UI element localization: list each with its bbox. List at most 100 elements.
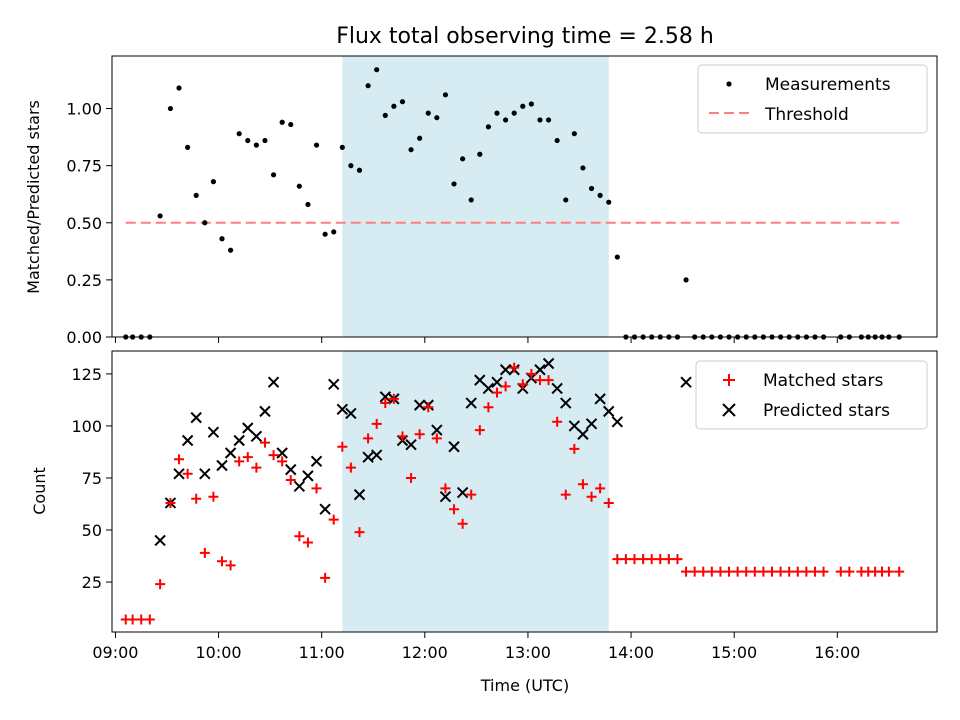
predicted-stars-point	[302, 470, 314, 482]
matched-stars-point	[758, 566, 769, 577]
matched-stars-point	[182, 468, 193, 479]
matched-stars-point	[655, 554, 666, 565]
bottom-legend: Matched stars Predicted stars	[695, 360, 928, 430]
matched-stars-point	[646, 554, 657, 565]
matched-stars-point	[715, 566, 726, 577]
measurement-point	[288, 121, 294, 128]
matched-stars-point	[560, 489, 571, 500]
measurement-point	[520, 103, 526, 109]
measurement-point	[236, 131, 242, 137]
matched-stars-point	[509, 362, 520, 373]
predicted-stars-point	[431, 424, 443, 436]
matched-stars-point	[638, 554, 649, 565]
x-tick-label: 09:00	[92, 643, 138, 662]
matched-stars-point	[612, 554, 623, 565]
measurement-point	[374, 67, 380, 73]
y-tick-label: 100	[71, 417, 102, 436]
matched-stars-point	[883, 566, 894, 577]
measurement-point	[545, 117, 552, 123]
predicted-stars-point	[250, 430, 263, 443]
measurement-point	[202, 220, 208, 226]
matched-stars-point	[595, 483, 606, 494]
measurement-point	[451, 181, 457, 187]
predicted-stars-point	[439, 490, 452, 503]
legend-predicted-marker	[722, 403, 736, 417]
matched-stars-point	[586, 491, 597, 502]
top-y-ticks: 0.00 0.25 0.50 0.75 1.00	[66, 100, 112, 347]
matched-stars-point	[259, 437, 270, 448]
matched-stars-point	[706, 566, 717, 577]
matched-stars-point	[242, 452, 253, 463]
measurement-point	[270, 172, 277, 178]
matched-stars-point	[629, 554, 640, 565]
matched-stars-point	[144, 614, 155, 625]
predicted-stars-point	[611, 416, 624, 428]
measurement-point	[528, 101, 534, 107]
matched-stars-point	[767, 566, 777, 577]
predicted-stars-point	[293, 480, 306, 493]
matched-stars-point	[681, 566, 692, 577]
predicted-stars-point	[267, 376, 280, 388]
x-tick-label: 15:00	[711, 643, 757, 662]
matched-stars-point	[397, 431, 408, 442]
matched-stars-point	[724, 566, 735, 577]
predicted-stars-point	[370, 449, 383, 461]
matched-stars-point	[388, 393, 399, 404]
matched-stars-point	[466, 489, 477, 500]
matched-stars-point	[277, 456, 288, 467]
matched-stars-point	[784, 566, 795, 577]
predicted-stars-point	[319, 503, 331, 515]
measurement-point	[322, 231, 328, 237]
matched-stars-point	[208, 491, 219, 502]
x-axis-label: Time (UTC)	[480, 676, 569, 695]
matched-stars-point	[380, 398, 391, 409]
matched-stars-point	[552, 416, 563, 427]
matched-stars-point	[483, 402, 494, 413]
measurement-point	[219, 236, 225, 242]
measurement-point	[157, 213, 163, 219]
x-tick-label: 14:00	[608, 643, 654, 662]
measurement-point	[571, 131, 577, 137]
legend-predicted-label: Predicted stars	[763, 401, 890, 421]
measurement-point	[313, 142, 320, 148]
measurement-point	[331, 229, 337, 235]
matched-stars-point	[689, 566, 700, 577]
predicted-stars-point	[534, 364, 546, 376]
predicted-stars-point	[207, 426, 220, 438]
measurement-point	[494, 110, 500, 116]
predicted-stars-point	[482, 382, 495, 395]
matched-stars-point	[294, 531, 305, 542]
measurement-point	[468, 197, 474, 203]
measurement-point	[356, 167, 363, 173]
bottom-legend-box	[695, 360, 928, 430]
legend-matched-marker	[723, 374, 735, 386]
matched-stars-point	[844, 566, 855, 577]
predicted-stars-point	[216, 459, 228, 472]
predicted-stars-point	[233, 434, 245, 447]
matched-stars-point	[620, 554, 631, 565]
predicted-stars-point	[242, 422, 254, 434]
matched-stars-point	[569, 443, 580, 454]
top-y-axis-label: Matched/Predicted stars	[24, 100, 43, 294]
matched-stars-point	[526, 368, 537, 379]
measurement-point	[382, 112, 388, 118]
matched-stars-point	[174, 454, 185, 465]
measurement-point	[442, 92, 449, 98]
matched-stars-point	[517, 379, 528, 390]
legend-threshold-label: Threshold	[764, 105, 849, 125]
measurement-point	[485, 124, 492, 130]
predicted-stars-point	[603, 405, 615, 418]
matched-stars-point	[302, 537, 313, 548]
matched-stars-point	[603, 497, 614, 508]
matched-stars-point	[474, 425, 485, 436]
predicted-stars-point	[173, 468, 185, 480]
predicted-stars-point	[310, 455, 323, 468]
top-panel: 0.00 0.25 0.50 0.75 1.00 Matched/Predicted s…	[24, 55, 938, 347]
matched-stars-point	[449, 504, 460, 515]
measurement-point	[597, 192, 603, 198]
predicted-stars-point	[154, 534, 166, 547]
matched-stars-point	[732, 566, 743, 577]
matched-stars-point	[423, 402, 434, 413]
matched-stars-point	[457, 518, 468, 529]
measurement-point	[511, 110, 517, 116]
